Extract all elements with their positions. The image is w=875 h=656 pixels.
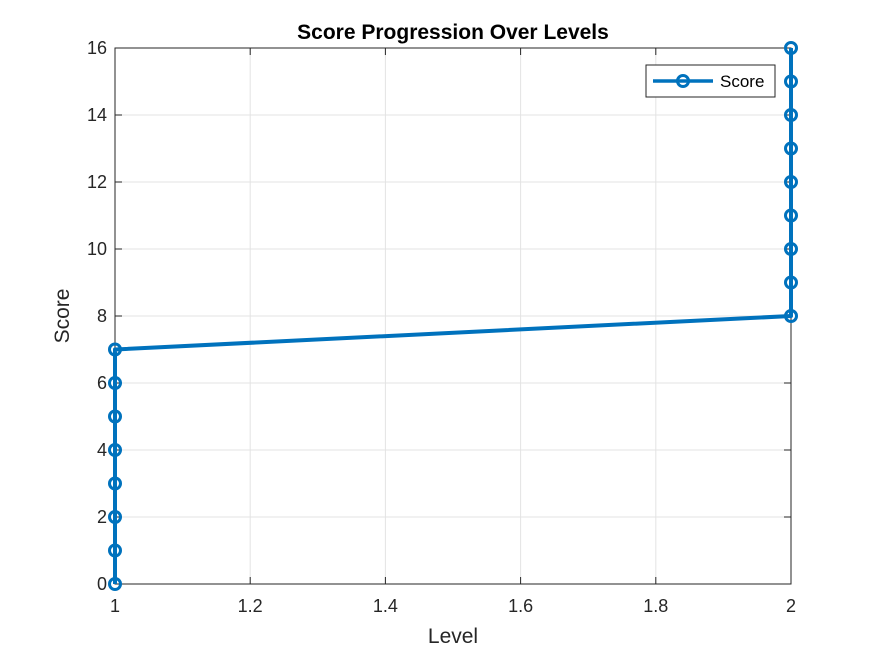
data-point-marker	[784, 175, 798, 189]
chart-title: Score Progression Over Levels	[297, 21, 609, 44]
data-point-marker	[784, 41, 798, 55]
legend: Score	[645, 64, 776, 98]
data-point-marker	[108, 543, 122, 558]
y-tick-label: 12	[87, 172, 107, 192]
y-tick-label: 10	[87, 239, 107, 259]
data-point-marker	[108, 510, 122, 524]
y-tick-label: 16	[87, 38, 107, 58]
data-point-marker	[108, 376, 122, 390]
y-tick-label: 0	[97, 574, 107, 594]
y-tick-label: 4	[97, 440, 107, 460]
data-point-marker	[784, 309, 798, 323]
x-tick-label: 1.4	[373, 596, 398, 616]
x-tick-label: 2	[786, 596, 796, 616]
x-tick-label: 1.2	[238, 596, 263, 616]
y-tick-label: 8	[97, 306, 107, 326]
y-axis-label: Score	[51, 289, 74, 344]
y-tick-label: 14	[87, 105, 107, 125]
data-point-marker	[784, 275, 798, 290]
y-tick-label: 2	[97, 507, 107, 527]
y-tick-label: 6	[97, 373, 107, 393]
data-point-marker	[108, 443, 122, 457]
data-point-marker	[108, 476, 122, 491]
data-point-marker	[784, 242, 798, 256]
series-line-score	[113, 48, 793, 584]
data-point-marker	[108, 577, 122, 591]
legend-marker-icon	[676, 74, 690, 88]
x-tick-label: 1.6	[508, 596, 533, 616]
x-axis-label: Level	[428, 625, 478, 648]
tick-labels: 1 1.2 1.4 1.6 1.8 2 0 2 4 6 8 10 12 14 16	[87, 38, 796, 616]
x-tick-label: 1.8	[643, 596, 668, 616]
data-point-marker	[784, 141, 798, 156]
data-point-marker	[784, 208, 798, 223]
legend-entry-score: Score	[720, 72, 764, 91]
data-point-marker	[784, 108, 798, 122]
data-point-marker	[108, 409, 122, 424]
data-point-marker	[784, 74, 798, 89]
data-point-marker	[108, 342, 122, 357]
x-tick-label: 1	[110, 596, 120, 616]
data-series	[108, 41, 798, 591]
